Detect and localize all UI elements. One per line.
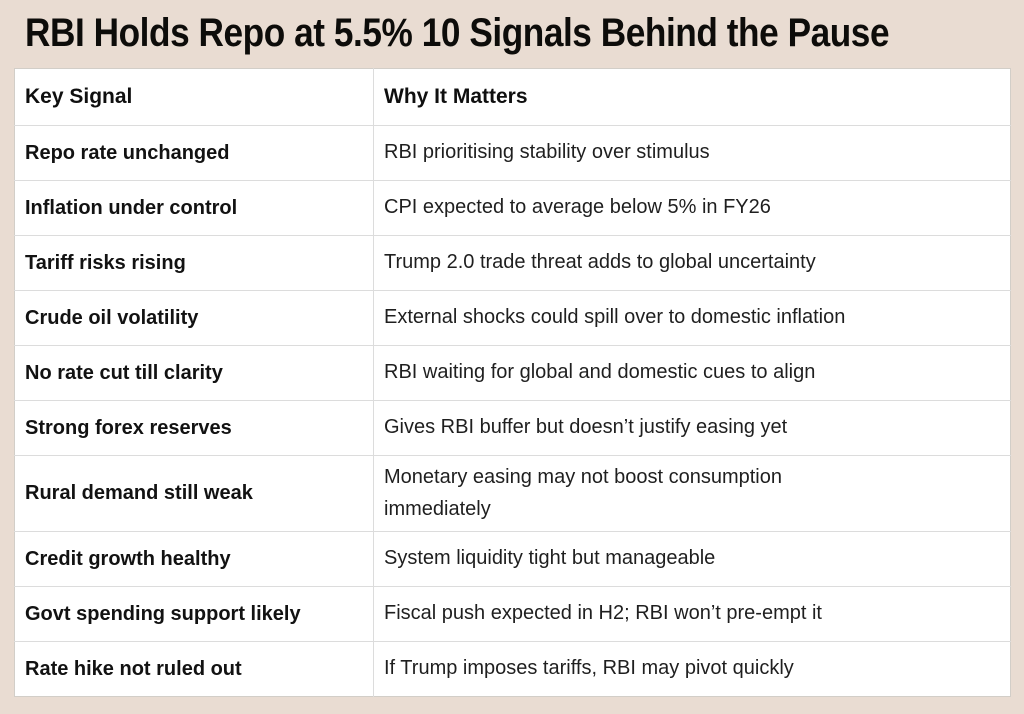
why-cell: Monetary easing may not boost consumptio… <box>373 454 1011 532</box>
table-row: Crude oil volatility External shocks cou… <box>14 290 1011 346</box>
page-title: RBI Holds Repo at 5.5% 10 Signals Behind… <box>25 11 890 55</box>
why-cell: External shocks could spill over to dome… <box>373 290 1011 346</box>
why-cell: Fiscal push expected in H2; RBI won’t pr… <box>373 586 1011 642</box>
why-cell: If Trump imposes tariffs, RBI may pivot … <box>373 641 1011 697</box>
column-header-why-it-matters: Why It Matters <box>384 85 528 108</box>
signal-cell: Tariff risks rising <box>14 235 374 291</box>
why-cell: System liquidity tight but manageable <box>373 531 1011 587</box>
signal-cell: Inflation under control <box>14 180 374 236</box>
signal-cell: No rate cut till clarity <box>14 345 374 401</box>
column-header-key-signal: Key Signal <box>14 68 374 126</box>
why-cell: CPI expected to average below 5% in FY26 <box>373 180 1011 236</box>
signal-cell: Crude oil volatility <box>14 290 374 346</box>
table-row: Rate hike not ruled out If Trump imposes… <box>14 641 1011 697</box>
signal-cell: Govt spending support likely <box>14 586 374 642</box>
why-cell: Trump 2.0 trade threat adds to global un… <box>373 235 1011 291</box>
table-row: Tariff risks rising Trump 2.0 trade thre… <box>14 235 1011 291</box>
table-row: Inflation under control CPI expected to … <box>14 180 1011 236</box>
why-cell: RBI waiting for global and domestic cues… <box>373 345 1011 401</box>
signal-cell: Rural demand still weak <box>14 454 374 532</box>
signal-cell: Repo rate unchanged <box>14 125 374 181</box>
table-row: No rate cut till clarity RBI waiting for… <box>14 345 1011 401</box>
table-row: Govt spending support likely Fiscal push… <box>14 586 1011 642</box>
table-row: Strong forex reserves Gives RBI buffer b… <box>14 400 1011 456</box>
signal-cell: Rate hike not ruled out <box>14 641 374 697</box>
table-row: Credit growth healthy System liquidity t… <box>14 531 1011 587</box>
header-row: Key Signal Why It Matters <box>14 68 1011 126</box>
why-cell: RBI prioritising stability over stimulus <box>373 125 1011 181</box>
why-cell: Gives RBI buffer but doesn’t justify eas… <box>373 400 1011 456</box>
table-row: Repo rate unchanged RBI prioritising sta… <box>14 125 1011 181</box>
table-row: Rural demand still weak Monetary easing … <box>14 454 1011 532</box>
signal-cell: Credit growth healthy <box>14 531 374 587</box>
signal-cell: Strong forex reserves <box>14 400 374 456</box>
signals-table: Key Signal Why It Matters Repo rate unch… <box>14 68 1011 698</box>
